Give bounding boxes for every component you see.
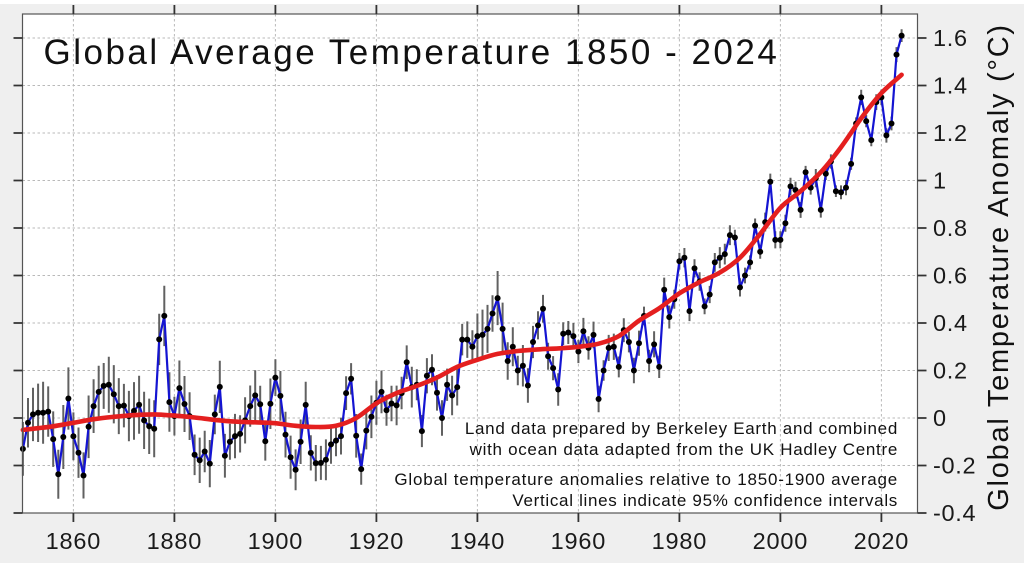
svg-text:0.2: 0.2	[933, 358, 968, 384]
svg-text:1.4: 1.4	[933, 73, 968, 99]
svg-text:1940: 1940	[450, 528, 505, 554]
svg-text:0.4: 0.4	[933, 310, 968, 336]
svg-text:2000: 2000	[753, 528, 808, 554]
svg-text:-0.2: -0.2	[933, 453, 976, 479]
svg-text:1: 1	[933, 168, 947, 194]
svg-text:-0.4: -0.4	[933, 500, 976, 526]
svg-text:1860: 1860	[46, 528, 101, 554]
svg-text:1900: 1900	[248, 528, 303, 554]
svg-text:1960: 1960	[551, 528, 606, 554]
svg-text:Vertical lines indicate 95% co: Vertical lines indicate 95% confidence i…	[512, 491, 898, 510]
svg-text:0.8: 0.8	[933, 215, 968, 241]
svg-text:1920: 1920	[349, 528, 404, 554]
svg-text:1980: 1980	[652, 528, 707, 554]
svg-text:1.6: 1.6	[933, 25, 968, 51]
svg-text:Global temperature anomalies r: Global temperature anomalies relative to…	[394, 470, 898, 489]
svg-text:0.6: 0.6	[933, 263, 968, 289]
svg-text:Global Temperature Anomaly (°C: Global Temperature Anomaly (°C)	[983, 23, 1015, 511]
svg-text:Global Average Temperature 185: Global Average Temperature 1850 - 2024	[44, 33, 780, 72]
svg-text:Land data prepared by Berkeley: Land data prepared by Berkeley Earth and…	[465, 419, 898, 438]
svg-text:1.2: 1.2	[933, 120, 968, 146]
svg-text:with ocean data adapted from t: with ocean data adapted from the UK Hadl…	[469, 440, 898, 459]
svg-text:0: 0	[933, 405, 947, 431]
svg-text:2020: 2020	[854, 528, 909, 554]
svg-text:1880: 1880	[147, 528, 202, 554]
